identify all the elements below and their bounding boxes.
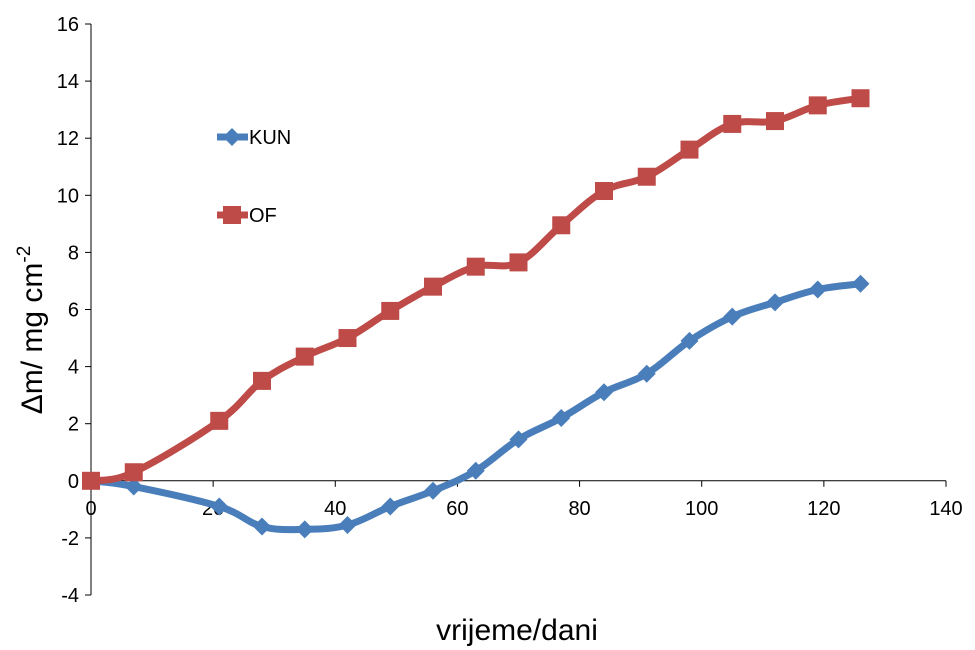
y-tick-label: 14 (57, 71, 79, 93)
x-tick-label: 140 (929, 498, 962, 520)
data-point-of (595, 182, 613, 201)
y-axis-title-superscript: -2 (14, 246, 35, 263)
series-line-kun (87, 280, 864, 534)
y-tick-label: 10 (57, 185, 79, 207)
y-tick-label: 6 (68, 300, 79, 322)
series-layer (82, 89, 870, 539)
y-tick-label: 12 (57, 128, 79, 150)
y-tick-label: -4 (61, 585, 79, 607)
data-point-of (723, 114, 742, 133)
x-tick-label: 40 (324, 498, 346, 520)
data-point-of (82, 471, 100, 490)
legend-label-of: OF (249, 205, 277, 227)
y-tick-label: 2 (68, 414, 79, 436)
data-point-of (552, 216, 571, 235)
data-point-kun (851, 274, 870, 293)
legend-item-kun: KUN (217, 127, 291, 149)
legend-label-kun: KUN (249, 127, 291, 149)
legend: KUN OF (217, 127, 291, 227)
series-kun (82, 274, 870, 539)
data-point-kun (509, 430, 528, 449)
x-tick-label: 100 (685, 498, 718, 520)
x-tick-label: 120 (807, 498, 840, 520)
data-point-of (210, 411, 229, 430)
data-point-of (851, 89, 870, 108)
y-tick-label: 8 (68, 242, 79, 264)
data-point-kun (424, 481, 442, 500)
data-point-kun (338, 516, 357, 535)
legend-marker-of (223, 206, 241, 224)
y-axis-title: Δm/ mg cm-2 (14, 246, 49, 415)
y-tick-label: -2 (61, 528, 79, 550)
series-of (82, 89, 870, 490)
data-point-kun (680, 331, 699, 350)
data-point-of (766, 112, 784, 131)
y-tick-label: 0 (68, 471, 79, 493)
data-point-kun (766, 293, 784, 312)
data-point-of (424, 277, 442, 296)
data-point-of (124, 463, 143, 482)
data-point-of (253, 371, 271, 390)
data-point-of (509, 253, 528, 272)
y-axis-title-main: Δm/ mg cm (16, 263, 49, 415)
data-point-kun (595, 383, 613, 402)
data-point-of (466, 257, 485, 276)
legend-marker-kun (223, 128, 241, 146)
data-point-kun (637, 364, 656, 383)
data-point-of (295, 347, 314, 366)
x-tick-label: 80 (568, 498, 590, 520)
legend-item-of: OF (217, 205, 277, 227)
data-point-kun (381, 497, 400, 516)
y-axis-ticks: -4 -2 0 2 4 6 8 10 12 14 16 (57, 14, 91, 607)
data-point-kun (723, 307, 742, 326)
data-point-kun (808, 280, 827, 299)
data-point-kun (210, 497, 229, 516)
x-axis-title: vrijeme/dani (436, 614, 598, 647)
data-point-of (381, 301, 400, 320)
data-point-of (637, 167, 656, 186)
data-point-of (808, 96, 827, 115)
data-point-kun (552, 408, 571, 427)
data-point-of (680, 140, 699, 159)
data-point-kun (295, 520, 314, 539)
data-point-kun (466, 461, 485, 480)
data-point-kun (253, 517, 271, 536)
data-point-of (338, 329, 357, 348)
series-line-of (87, 94, 864, 485)
data-point-kun (124, 477, 143, 496)
x-tick-label: 60 (446, 498, 468, 520)
y-tick-label: 16 (57, 14, 79, 36)
y-tick-label: 4 (68, 357, 79, 379)
